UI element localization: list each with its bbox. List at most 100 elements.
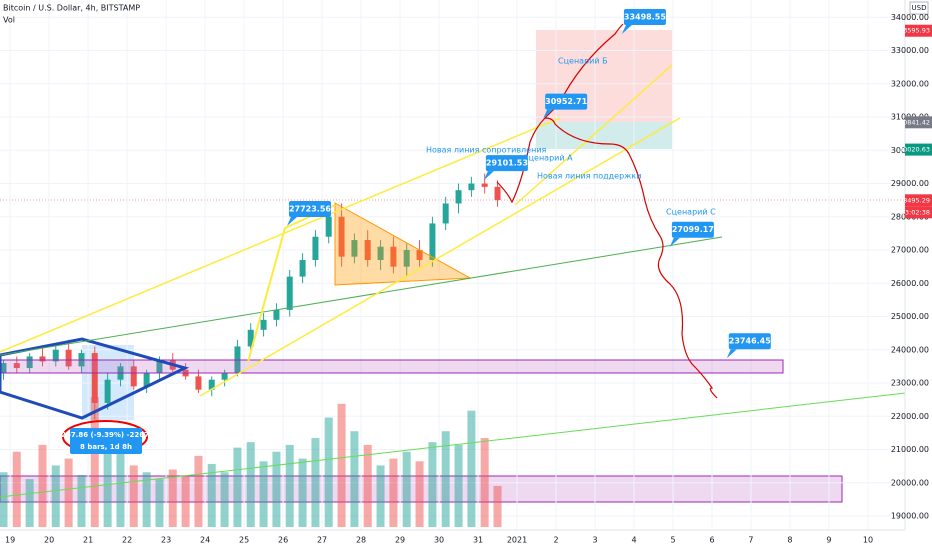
diamond	[0, 337, 190, 420]
callout-label: 23746.45	[729, 337, 771, 346]
x-tick-label: 26	[278, 536, 288, 545]
candle-body	[221, 373, 228, 380]
y-tick-label: 26000.00	[891, 279, 929, 288]
callout-pointer	[543, 109, 554, 119]
candle-body	[273, 309, 280, 320]
volume-bar	[38, 444, 47, 527]
y-tick-label: 33000.00	[891, 46, 929, 55]
volume-bar	[493, 485, 502, 527]
volume-bar	[103, 431, 112, 527]
x-tick-label: 22	[122, 536, 132, 545]
callout-box	[485, 155, 528, 172]
candle-body	[13, 363, 20, 369]
x-tick-label: 28	[356, 536, 366, 545]
candle-body	[39, 356, 46, 362]
callout-pointer	[483, 171, 494, 181]
callout-box	[545, 93, 588, 110]
trend-line	[199, 117, 681, 397]
annotation: Сценарий С	[666, 208, 716, 217]
candle-body	[390, 246, 397, 267]
measure-span: 8 bars, 1d 8h	[80, 443, 132, 451]
annotation: Новая линия поддержки	[537, 172, 641, 181]
x-tick-label: 23	[161, 536, 171, 545]
candle-body	[195, 376, 202, 390]
volume-bar	[155, 479, 164, 527]
x-tick-label: 30	[434, 536, 444, 545]
volume-bar	[259, 461, 268, 527]
trend-line	[0, 392, 906, 498]
volume-bar	[298, 458, 307, 527]
candle-body	[52, 349, 59, 362]
callout-pointer	[669, 237, 680, 247]
x-tick-label: 27	[317, 536, 327, 545]
trend-line	[0, 117, 561, 353]
price-tag	[905, 116, 932, 129]
scenario-path	[496, 23, 718, 399]
y-tick-label: 27000.00	[891, 246, 929, 255]
volume-bar	[441, 431, 450, 527]
candle-body	[338, 216, 345, 257]
volume-bar	[467, 410, 476, 527]
candle-body	[247, 329, 254, 347]
volume-bar	[51, 465, 60, 527]
chart-title: Bitcoin / U.S. Dollar, 4h, BITSTAMP	[3, 4, 140, 13]
volume-bar	[324, 417, 333, 527]
volume-bar	[25, 479, 34, 527]
callout-label: 27099.17	[672, 225, 714, 234]
y-tick-label: 24000.00	[891, 345, 929, 354]
candle-body	[143, 373, 150, 387]
x-tick-label: 20	[44, 536, 54, 545]
candle-body	[91, 353, 98, 403]
candle-body	[351, 240, 358, 257]
callout-pointer	[621, 24, 632, 34]
volume-bar	[311, 438, 320, 527]
volume-bar	[233, 447, 242, 527]
candle-body	[442, 203, 449, 224]
callout-label: 30952.71	[545, 97, 587, 106]
y-tick-label: 19000.00	[891, 512, 929, 521]
volume-bar	[350, 431, 359, 527]
candle-body	[299, 260, 306, 277]
price-tag	[905, 143, 932, 156]
callout-box	[671, 221, 714, 238]
triangle	[334, 202, 472, 286]
candle-body	[377, 246, 384, 260]
y-tick-label: 32000.00	[891, 79, 929, 88]
measure-change: -2267.86 (-9.39%) -226786	[53, 431, 159, 439]
candle-body	[468, 183, 475, 191]
callout-box	[288, 200, 331, 217]
candle-body	[286, 276, 293, 310]
price-tag-label: 30020.63	[899, 146, 930, 154]
volume-bar	[285, 444, 294, 527]
callout-box	[623, 8, 666, 25]
x-tick-label: 10	[863, 536, 873, 545]
callout-pointer	[726, 349, 737, 359]
volume-bar	[142, 472, 151, 527]
candle-body	[455, 190, 462, 204]
measure-label	[70, 428, 142, 454]
candle-body	[208, 379, 215, 390]
currency-box	[909, 1, 929, 15]
trend-line	[0, 236, 723, 356]
x-tick-label: 5	[670, 536, 675, 545]
price-tag-label: 33595.93	[899, 27, 930, 35]
x-tick-label: 25	[239, 536, 249, 545]
volume-label: Vol	[3, 16, 15, 25]
countdown-tag	[905, 206, 932, 219]
candle-body	[130, 366, 137, 387]
volume-bar	[77, 475, 86, 527]
volume-bar	[207, 464, 216, 527]
x-tick-label: 9	[826, 536, 831, 545]
candle-body	[156, 359, 163, 374]
callout-box	[728, 333, 771, 350]
volume-bar	[90, 397, 99, 527]
price-tag	[905, 24, 932, 37]
volume-bar	[220, 472, 229, 527]
volume-bar	[376, 465, 385, 527]
x-tick-label: 6	[709, 536, 714, 545]
candle-body	[312, 236, 319, 260]
volume-bar	[129, 465, 138, 527]
annotation: Сценарий А	[523, 154, 573, 163]
currency: USD	[912, 4, 927, 12]
y-tick-label: 34000.00	[891, 13, 929, 22]
